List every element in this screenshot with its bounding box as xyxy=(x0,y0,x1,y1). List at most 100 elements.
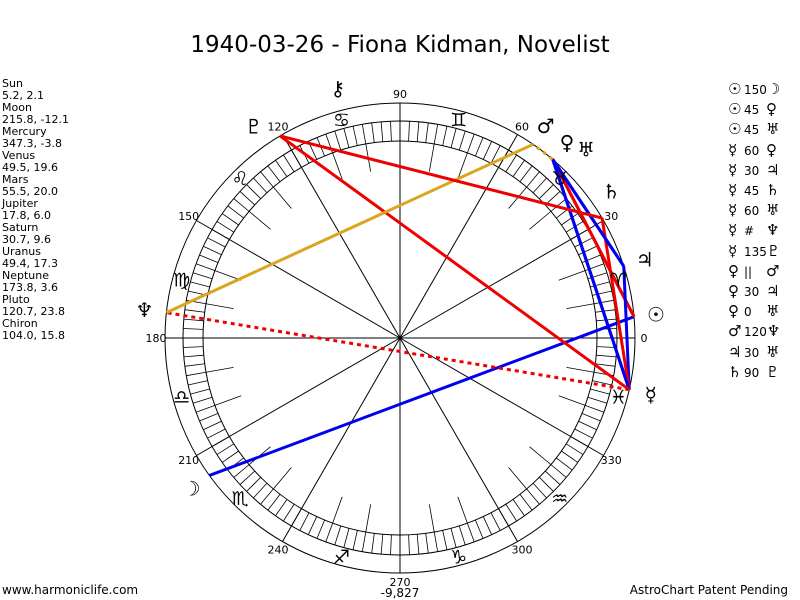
aspect-row: ☿ 135 ♇ xyxy=(728,242,783,262)
spoke-line xyxy=(282,337,401,542)
degree-tick xyxy=(505,503,517,522)
degree-tick xyxy=(246,184,261,199)
zodiac-sign-icon: ♏ xyxy=(232,488,249,510)
planet-position: 49.5, 19.6 xyxy=(2,161,58,174)
degree-tick xyxy=(267,165,281,182)
degree-tick xyxy=(512,160,525,177)
degree-tick xyxy=(475,137,484,157)
degree-tick xyxy=(195,405,216,413)
degree-tick xyxy=(246,477,261,492)
aspect-row: ♀ 0 ♅ xyxy=(728,302,783,322)
degree-tick xyxy=(184,309,205,313)
zodiac-sign-icon: ♋ xyxy=(333,110,350,132)
degree-tick xyxy=(299,512,310,531)
degree-tick xyxy=(190,281,210,288)
degree-tick xyxy=(574,237,593,248)
degree-tick xyxy=(283,154,295,173)
degree-tick xyxy=(390,534,392,555)
degree-tick xyxy=(433,531,439,552)
planet-position: 173.8, 3.6 xyxy=(2,281,58,294)
spoke-line xyxy=(399,134,518,339)
spoke-line xyxy=(196,220,401,339)
minor-tick xyxy=(508,467,527,490)
degree-tick xyxy=(216,443,235,455)
minor-tick xyxy=(214,270,242,281)
degree-tick xyxy=(207,237,226,248)
degree-tick xyxy=(390,121,392,142)
aspect-value: 150 xyxy=(744,83,767,97)
aspect-value: 30 xyxy=(744,345,760,360)
aspect-line xyxy=(622,266,631,390)
minor-tick xyxy=(273,467,292,490)
degree-label: 330 xyxy=(601,454,622,467)
degree-tick xyxy=(380,534,384,555)
degree-tick xyxy=(596,346,617,348)
degree-tick xyxy=(239,191,256,206)
degree-tick xyxy=(595,363,616,367)
planet-glyph-icon: ♀ xyxy=(766,140,777,159)
minor-tick xyxy=(566,303,595,310)
planet-glyph-icon: ♃ xyxy=(728,342,742,361)
aspect-line xyxy=(551,158,636,318)
degree-tick xyxy=(450,528,457,548)
planet-position: 55.5, 20.0 xyxy=(2,185,58,198)
aspect-row: ♀ || ♂ xyxy=(728,262,783,282)
degree-tick xyxy=(416,534,420,555)
zodiac-sign-icon: ♌ xyxy=(232,168,249,190)
patent-notice: AstroChart Patent Pending xyxy=(629,583,788,597)
planet-glyph-icon: ☿ xyxy=(645,383,657,407)
degree-tick xyxy=(512,499,525,516)
minor-tick xyxy=(205,366,234,373)
degree-tick xyxy=(233,464,250,478)
aspect-line xyxy=(279,134,631,391)
planet-position: 17.8, 6.0 xyxy=(2,209,51,222)
degree-tick xyxy=(450,128,457,148)
aspect-value: || xyxy=(744,264,753,279)
minor-tick xyxy=(248,211,271,230)
zodiac-sign-icon: ♊ xyxy=(450,110,467,132)
degree-tick xyxy=(416,121,420,142)
degree-tick xyxy=(592,380,612,386)
planet-glyph-icon: ♀ xyxy=(728,282,739,301)
degree-tick xyxy=(334,525,342,546)
minor-tick xyxy=(273,186,292,209)
planet-name: Neptune xyxy=(2,269,50,282)
aspect-row: ☿ 60 ♅ xyxy=(728,201,783,221)
planet-glyph-icon: ♂ xyxy=(766,261,780,280)
website-link[interactable]: www.harmoniclife.com xyxy=(2,583,139,597)
degree-tick xyxy=(587,396,608,404)
degree-tick xyxy=(183,346,204,348)
planet-glyph-icon: ♀ xyxy=(560,131,575,155)
aspect-line xyxy=(208,315,635,477)
degree-tick xyxy=(283,503,295,522)
aspect-line xyxy=(551,158,625,267)
aspect-row: ☿ 45 ♄ xyxy=(728,181,783,201)
degree-tick xyxy=(325,522,333,543)
degree-tick xyxy=(352,126,358,146)
aspect-row: ♄ 90 ♇ xyxy=(728,363,783,383)
planet-glyph-icon: ⚷ xyxy=(330,77,345,101)
planet-name: Uranus xyxy=(2,245,41,258)
degree-tick xyxy=(408,534,410,555)
aspect-row: ☿ # ♆ xyxy=(728,221,783,241)
degree-tick xyxy=(190,388,210,395)
degree-tick xyxy=(593,299,614,305)
degree-tick xyxy=(343,128,350,148)
zodiac-sign-icon: ♐ xyxy=(333,546,350,568)
degree-tick xyxy=(532,177,547,194)
minor-tick xyxy=(428,504,435,533)
planet-name: Mercury xyxy=(2,125,47,138)
degree-tick xyxy=(183,328,204,330)
zodiac-sign-icon: ♈ xyxy=(610,270,627,292)
degree-tick xyxy=(539,184,554,199)
planet-name: Venus xyxy=(2,149,36,162)
chart-title: 1940-03-26 - Fiona Kidman, Novelist xyxy=(190,32,610,58)
degree-tick xyxy=(519,494,533,511)
degree-tick xyxy=(253,177,268,194)
degree-tick xyxy=(442,530,448,550)
spoke-line xyxy=(399,220,604,339)
degree-label: 120 xyxy=(268,121,289,134)
minor-tick xyxy=(214,395,242,406)
degree-tick xyxy=(199,254,219,263)
degree-tick xyxy=(361,124,367,145)
